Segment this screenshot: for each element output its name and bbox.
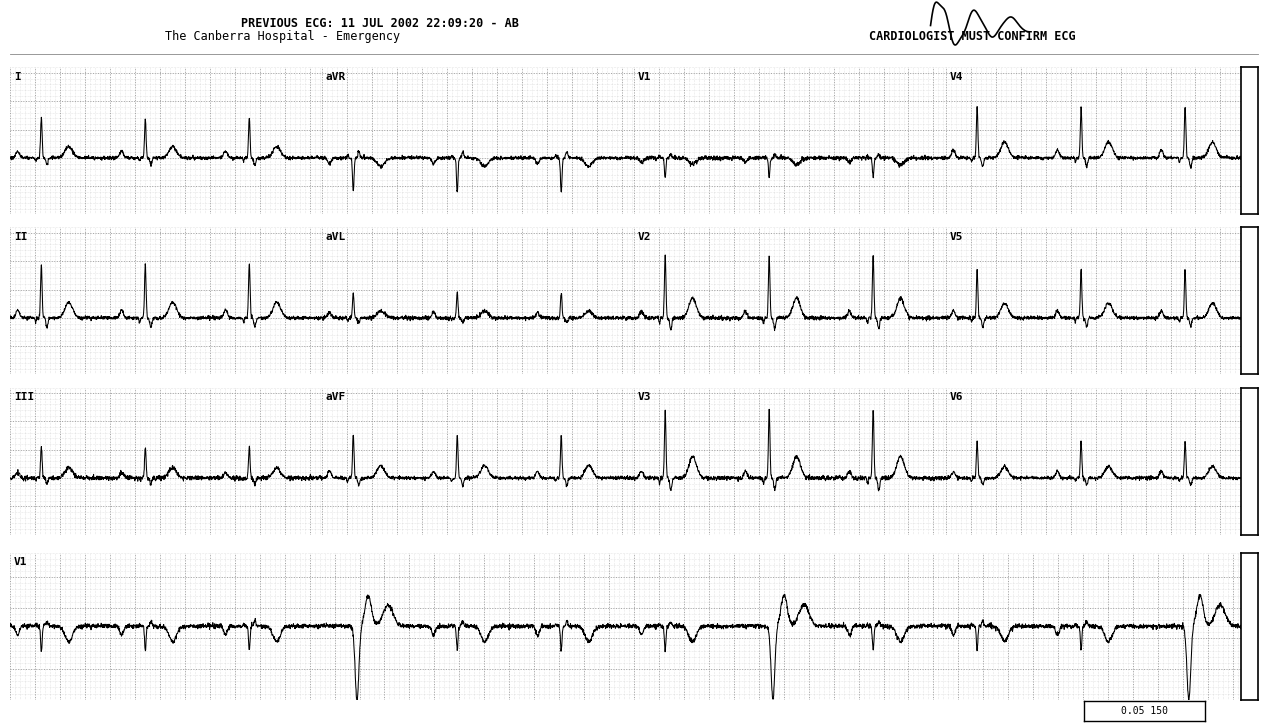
Text: I: I	[14, 72, 20, 82]
Text: III: III	[14, 392, 34, 402]
Text: II: II	[14, 232, 28, 242]
Text: aVF: aVF	[326, 392, 346, 402]
Text: aVL: aVL	[326, 232, 346, 242]
Text: V4: V4	[950, 72, 964, 82]
Text: V6: V6	[950, 392, 964, 402]
Text: 0.05 150: 0.05 150	[1121, 706, 1168, 716]
Text: CARDIOLOGIST MUST CONFIRM ECG: CARDIOLOGIST MUST CONFIRM ECG	[869, 30, 1075, 44]
Text: The Canberra Hospital - Emergency: The Canberra Hospital - Emergency	[165, 30, 399, 44]
Text: aVR: aVR	[326, 72, 346, 82]
Text: V2: V2	[638, 232, 652, 242]
Text: V5: V5	[950, 232, 964, 242]
Text: V1: V1	[14, 557, 28, 567]
Text: V3: V3	[638, 392, 652, 402]
Text: V1: V1	[638, 72, 652, 82]
Text: PREVIOUS ECG: 11 JUL 2002 22:09:20 - AB: PREVIOUS ECG: 11 JUL 2002 22:09:20 - AB	[241, 17, 520, 30]
